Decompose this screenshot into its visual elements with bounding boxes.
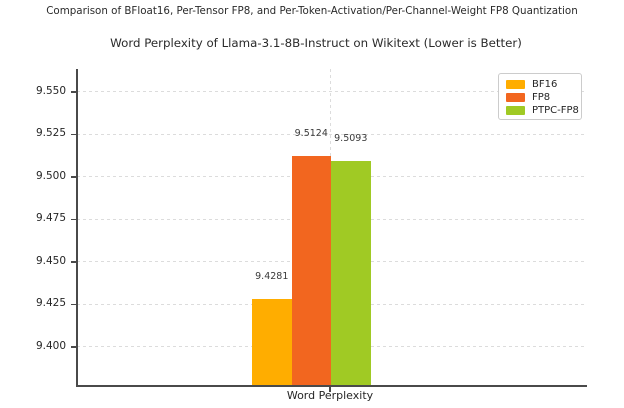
y-axis-spine <box>76 69 78 387</box>
bar-value-label: 9.4281 <box>255 271 289 283</box>
grid-line-y <box>77 133 586 135</box>
y-tick-label: 9.500 <box>35 169 66 182</box>
legend-item-bf16: BF16 <box>506 78 574 91</box>
y-tick-label: 9.550 <box>35 84 66 97</box>
grid-line-y <box>77 91 586 93</box>
x-axis-tick <box>329 387 331 392</box>
legend-item-ptpc-fp8: PTPC-FP8 <box>506 104 579 117</box>
bar-value-label: 9.5124 <box>294 127 328 139</box>
bar-fp8 <box>291 155 331 386</box>
bar-ptpc-fp8 <box>331 161 371 386</box>
y-axis-tick <box>71 91 77 93</box>
y-tick-label: 9.400 <box>35 339 66 352</box>
legend-swatch-fp8-icon <box>506 92 525 103</box>
legend-label: FP8 <box>532 92 551 103</box>
legend-swatch-ptpc-fp8-icon <box>506 105 525 116</box>
y-axis-tick <box>71 133 77 136</box>
y-axis-tick <box>71 261 77 263</box>
legend-swatch-bf16-icon <box>506 79 525 90</box>
legend-label: PTPC-FP8 <box>532 105 579 116</box>
legend-label: BF16 <box>532 79 558 90</box>
plot-area: 9.4281 9.5124 9.5093 <box>77 69 586 386</box>
y-tick-label: 9.475 <box>35 212 66 225</box>
figure-suptitle: Comparison of BFloat16, Per-Tensor FP8, … <box>46 5 578 17</box>
y-axis-tick <box>71 303 77 306</box>
y-axis-tick <box>71 346 77 348</box>
legend-item-fp8: FP8 <box>506 91 574 104</box>
x-axis-spine <box>76 385 587 387</box>
y-tick-label: 9.450 <box>35 254 66 267</box>
chart-title: Word Perplexity of Llama-3.1-8B-Instruct… <box>110 36 522 50</box>
y-axis-tick <box>71 176 77 178</box>
x-tick-label: Word Perplexity <box>286 389 374 402</box>
bar-value-label: 9.5093 <box>334 133 368 145</box>
bar-bf16 <box>252 299 292 386</box>
legend: BF16 FP8 PTPC-FP8 <box>498 73 582 120</box>
y-axis-tick <box>71 218 77 221</box>
y-tick-label: 9.525 <box>35 127 66 140</box>
y-tick-label: 9.425 <box>35 297 66 310</box>
